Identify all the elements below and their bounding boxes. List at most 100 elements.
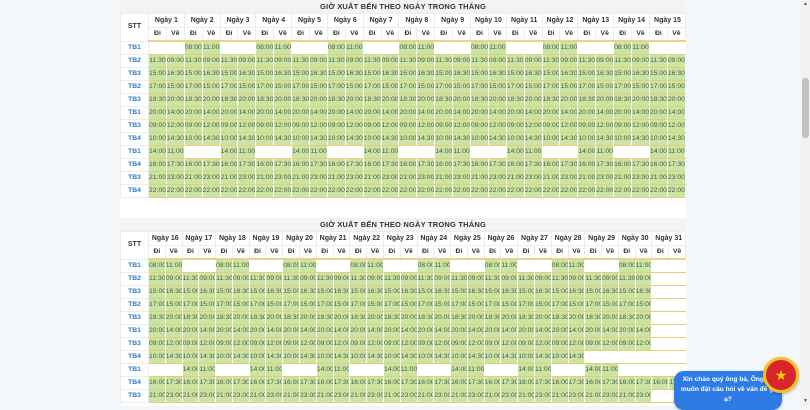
table-row: TB4 16:00 17:30 16:00 17:30 16:00 17:30 16:00 17… xyxy=(120,376,686,390)
scroll-up-icon[interactable]: ▲ xyxy=(803,1,808,7)
depart-time-cell: 18:30 xyxy=(483,311,502,325)
return-time-cell xyxy=(198,258,217,273)
depart-time-cell: 21:00 xyxy=(148,389,166,403)
depart-time-cell: 20:00 xyxy=(183,106,203,120)
depart-time-cell: 16:00 xyxy=(434,158,454,172)
return-time-cell: 22:00 xyxy=(559,184,579,198)
route-label-link[interactable]: TB1 xyxy=(120,145,149,159)
depart-time-cell: 08:00 xyxy=(541,40,561,55)
return-time-cell: 16:30 xyxy=(201,67,221,81)
return-time-cell: 15:00 xyxy=(666,80,687,94)
depart-time-cell: 11:30 xyxy=(550,272,569,286)
depart-time-cell: 20:00 xyxy=(541,106,561,120)
return-time-cell xyxy=(164,363,183,377)
return-time-cell: 14:00 xyxy=(299,324,317,338)
route-label-link[interactable]: TB3 xyxy=(120,119,149,133)
return-time-cell xyxy=(380,40,400,55)
route-label-link[interactable]: TB1 xyxy=(120,40,149,55)
table-row: TB3 21:00 23:00 21:00 23:00 21:00 23:00 21:00 23… xyxy=(120,171,687,185)
return-time-cell: 09:00 xyxy=(631,54,650,68)
depart-time-cell: 20:00 xyxy=(577,106,597,120)
route-label-link[interactable]: TB4 xyxy=(120,132,149,146)
return-time-cell: 20:00 xyxy=(466,311,485,325)
route-label-link[interactable]: TB4 xyxy=(120,184,149,198)
return-time-cell: 22:00 xyxy=(666,184,687,198)
route-label-link[interactable]: TB1 xyxy=(120,106,149,120)
depart-time-cell: 11:30 xyxy=(434,54,454,68)
return-time-cell: 17:30 xyxy=(344,158,364,172)
return-time-cell: 14:00 xyxy=(198,324,217,338)
depart-time-cell: 18:30 xyxy=(282,311,301,325)
route-label-link[interactable]: TB3 xyxy=(120,93,149,107)
return-time-cell: 16:30 xyxy=(601,285,619,299)
scroll-down-icon[interactable]: ▼ xyxy=(803,398,808,404)
depart-time-cell: 11:30 xyxy=(148,272,166,286)
return-time-cell xyxy=(265,258,284,273)
return-time-cell: 17:30 xyxy=(533,376,552,390)
return-time-cell: 14:30 xyxy=(631,132,650,146)
return-time-cell: 11:00 xyxy=(466,363,485,377)
depart-time-cell: 16:00 xyxy=(550,376,569,390)
depart-time-cell: 14:00 xyxy=(434,145,454,159)
return-time-cell: 11:00 xyxy=(231,258,250,273)
route-label-link[interactable]: TB2 xyxy=(120,298,149,312)
depart-time-cell: 09:00 xyxy=(434,119,454,133)
depart-time-cell: 08:00 xyxy=(282,258,301,273)
depart-time-cell: 10:00 xyxy=(648,132,668,146)
day-column-header: Ngày 21 xyxy=(315,231,351,246)
return-subheader: Về xyxy=(344,27,364,42)
route-label-link[interactable]: TB3 xyxy=(120,337,149,351)
depart-time-cell: 21:00 xyxy=(291,171,311,185)
route-label-link[interactable]: TB2 xyxy=(120,272,149,286)
return-time-cell: 14:00 xyxy=(332,324,351,338)
return-time-cell: 15:00 xyxy=(309,80,328,94)
depart-time-cell: 09:00 xyxy=(617,337,636,351)
return-time-cell: 17:30 xyxy=(198,376,217,390)
table-row: TB3 15:00 16:30 15:00 16:30 15:00 16:30 15:00 16… xyxy=(120,67,687,81)
depart-time-cell: 21:00 xyxy=(215,389,233,403)
route-label-link[interactable]: TB4 xyxy=(120,376,149,390)
route-label-link[interactable]: TB1 xyxy=(120,363,149,377)
scrollbar-thumb[interactable] xyxy=(802,78,809,138)
route-label-link[interactable]: TB1 xyxy=(120,258,149,273)
return-time-cell: 14:30 xyxy=(237,132,257,146)
route-label-link[interactable]: TB3 xyxy=(120,311,149,325)
depart-time-cell: 16:00 xyxy=(541,158,561,172)
depart-time-cell: 20:00 xyxy=(315,324,334,338)
return-time-cell: 17:30 xyxy=(523,158,543,172)
depart-time-cell: 17:00 xyxy=(577,80,597,94)
return-time-cell: 23:00 xyxy=(165,171,185,185)
day-column-header: Ngày 19 xyxy=(248,231,284,246)
route-label-link[interactable]: TB4 xyxy=(120,350,149,364)
return-time-cell: 14:00 xyxy=(237,106,257,120)
return-time-cell: 14:00 xyxy=(631,106,650,120)
route-label-link[interactable]: TB1 xyxy=(120,324,149,338)
return-time-cell: 14:00 xyxy=(487,106,507,120)
return-time-cell: 20:00 xyxy=(500,311,519,325)
vertical-scrollbar[interactable]: ▲ ▼ xyxy=(801,0,810,406)
return-time-cell xyxy=(601,350,619,364)
day-column-header: Ngày 4 xyxy=(255,13,293,28)
return-time-cell xyxy=(299,363,317,377)
route-label-link[interactable]: TB3 xyxy=(120,67,149,81)
route-label-link[interactable]: TB3 xyxy=(120,389,149,403)
depart-time-cell: 16:00 xyxy=(291,158,311,172)
return-subheader: Về xyxy=(380,27,400,42)
route-label-link[interactable]: TB3 xyxy=(120,285,149,299)
depart-time-cell: 14:00 xyxy=(382,363,401,377)
route-label-link[interactable]: TB2 xyxy=(120,54,149,68)
route-label-link[interactable]: TB2 xyxy=(120,80,149,94)
depart-time-cell: 20:00 xyxy=(248,324,267,338)
route-label-link[interactable]: TB3 xyxy=(120,171,149,185)
return-time-cell: 23:00 xyxy=(198,389,217,403)
chat-widget-button[interactable]: ★ xyxy=(763,357,799,393)
depart-time-cell: 21:00 xyxy=(617,389,636,403)
return-time-cell: 20:00 xyxy=(299,311,317,325)
route-label-link[interactable]: TB4 xyxy=(120,158,149,172)
depart-time-cell: 08:00 xyxy=(483,258,502,273)
depart-subheader: Đi xyxy=(550,245,569,260)
depart-time-cell xyxy=(248,258,267,273)
return-time-cell: 12:00 xyxy=(416,119,436,133)
depart-time-cell: 21:00 xyxy=(483,389,502,403)
